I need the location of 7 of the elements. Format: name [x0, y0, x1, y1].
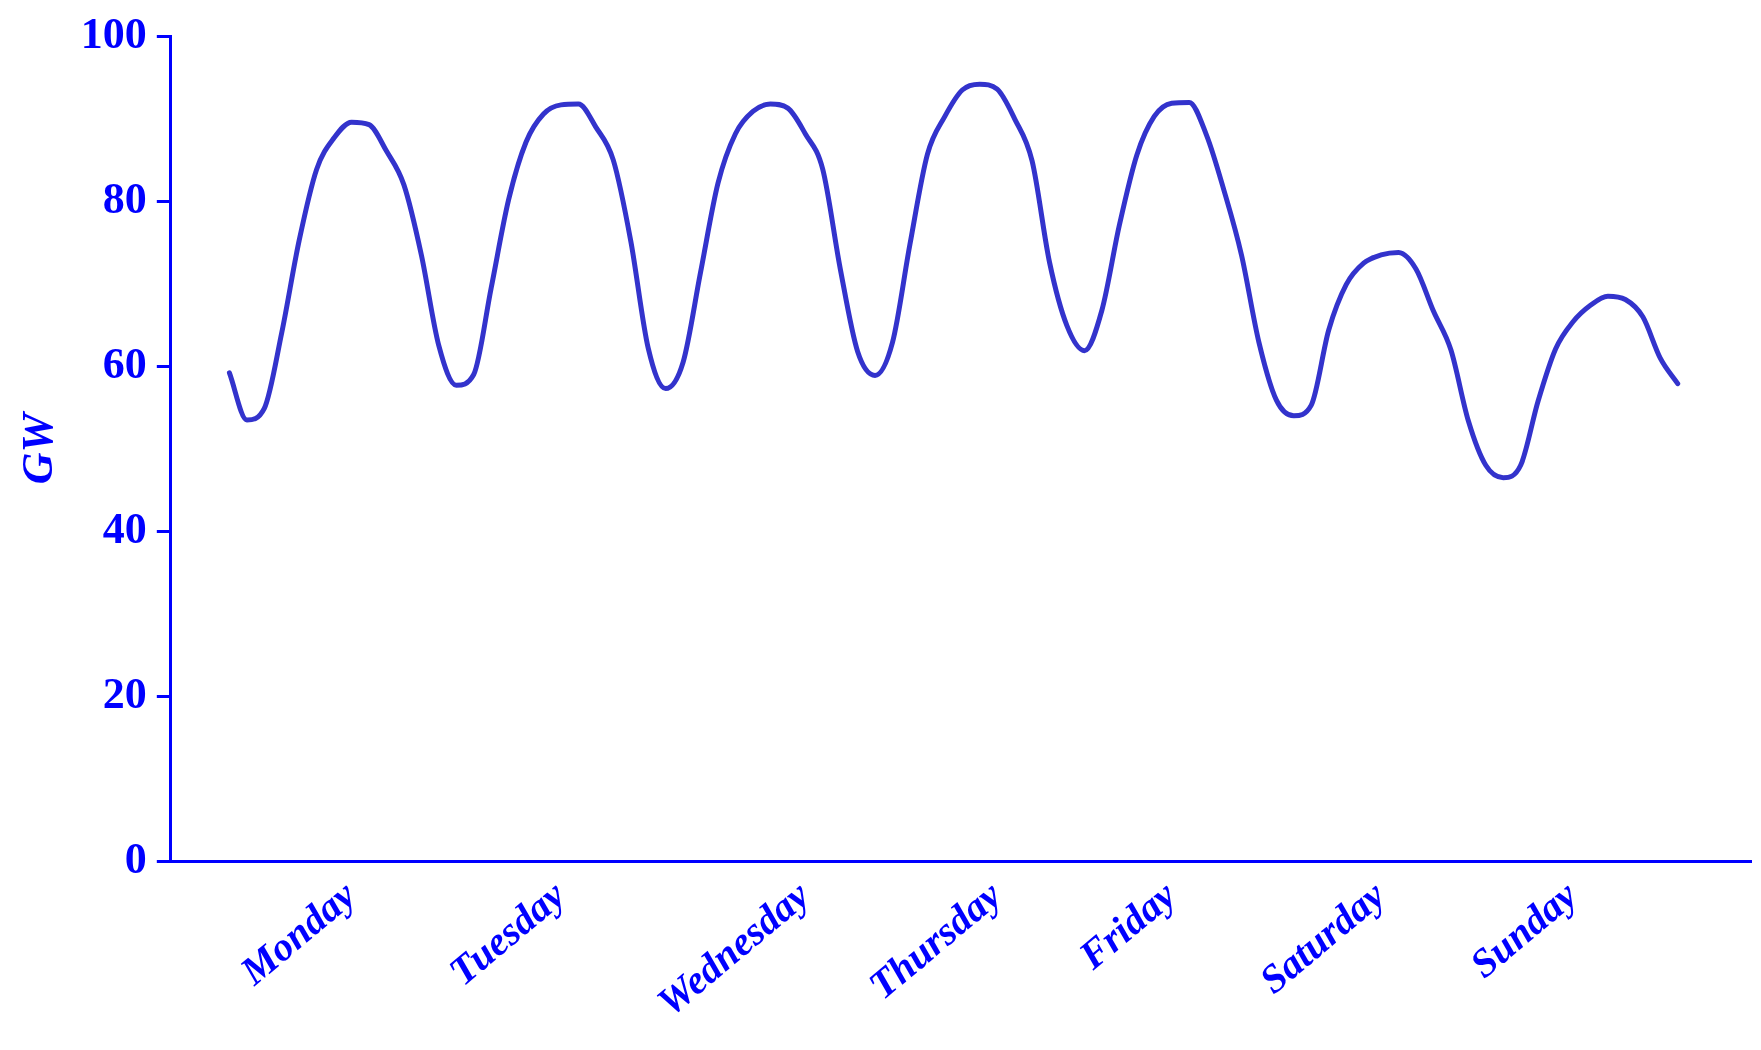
y-axis-title: GW [12, 410, 62, 485]
y-tick-label: 40 [102, 503, 147, 553]
y-tick-label: 0 [124, 833, 147, 883]
y-tick-label: 20 [102, 668, 147, 718]
y-tick-label: 80 [102, 173, 147, 223]
y-tick-label: 60 [102, 338, 147, 388]
y-tick-label: 100 [80, 8, 147, 58]
